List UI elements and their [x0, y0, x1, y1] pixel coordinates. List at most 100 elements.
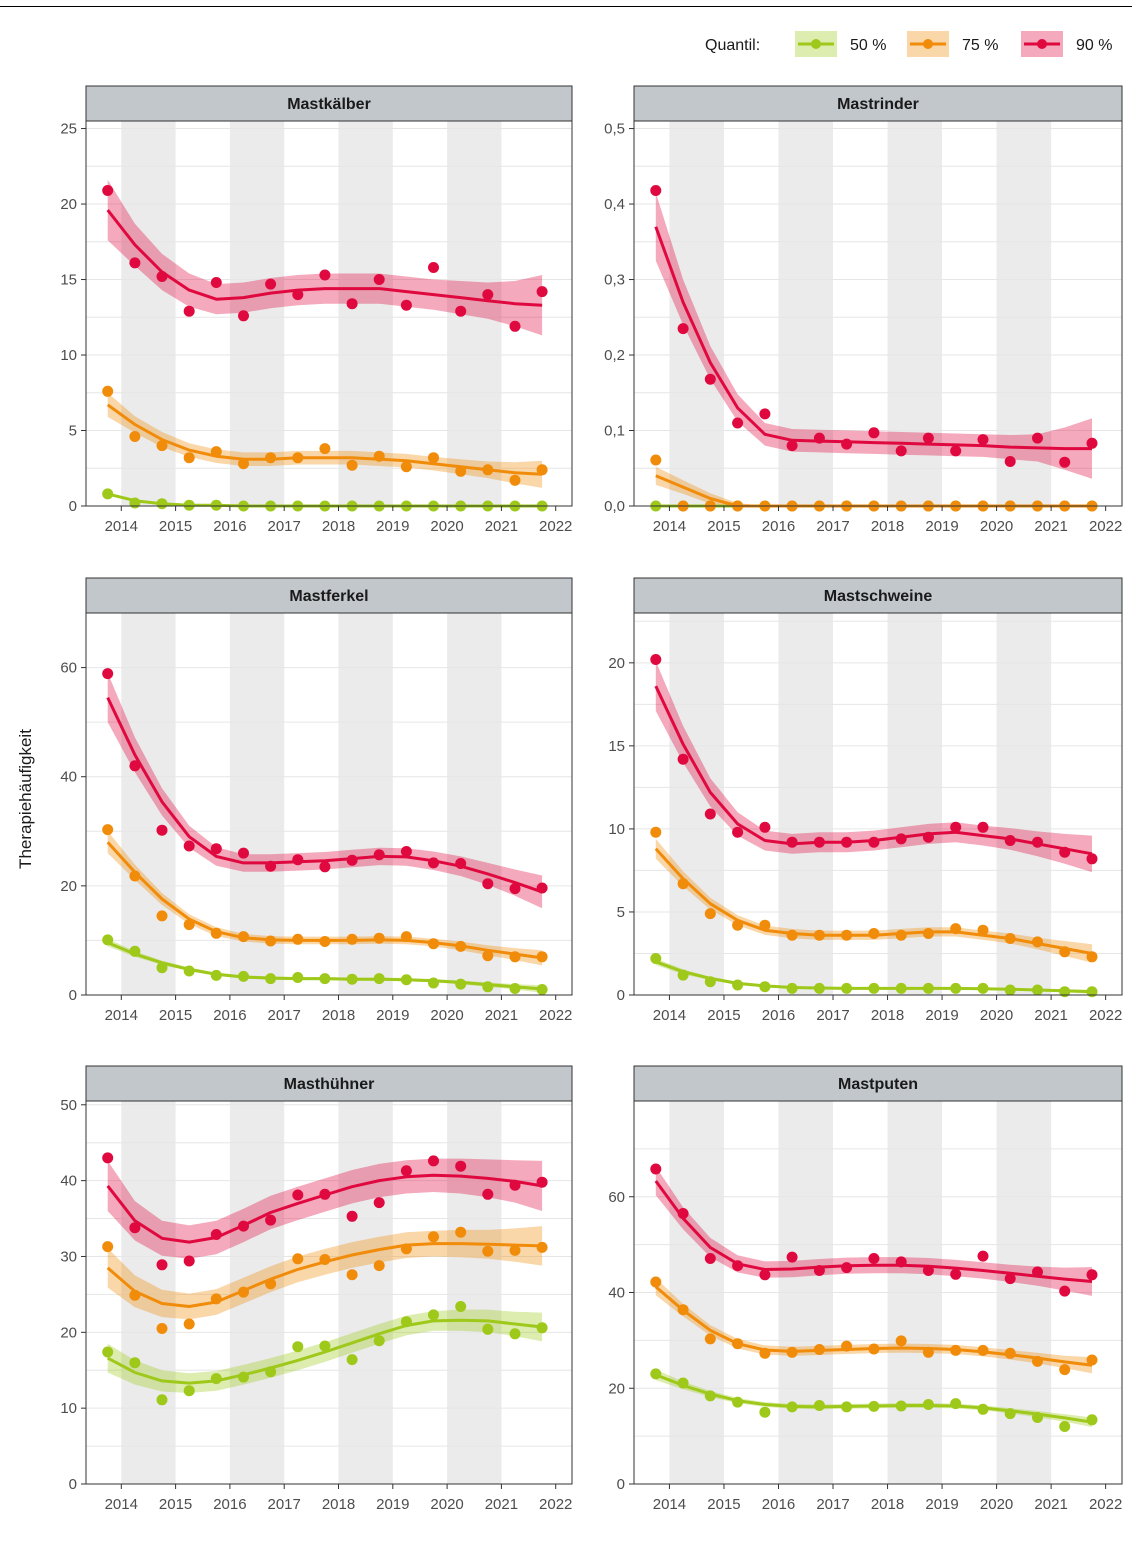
data-point-q90 — [129, 1222, 141, 1234]
y-tick-label: 0,5 — [604, 121, 625, 138]
data-point-q50 — [895, 1400, 907, 1412]
data-point-q90 — [650, 1163, 662, 1175]
data-point-q90 — [536, 882, 548, 894]
data-point-q75 — [895, 929, 907, 941]
data-point-q90 — [292, 1189, 304, 1201]
data-point-q50 — [455, 978, 467, 990]
data-point-q75 — [319, 936, 331, 947]
data-point-q50 — [129, 497, 141, 509]
x-tick-label: 2022 — [1089, 1496, 1122, 1513]
trend-line-q90 — [106, 696, 543, 894]
legend: Quantil: 50 % 75 % 90 % — [705, 31, 1112, 57]
data-point-q90 — [1059, 1285, 1071, 1297]
x-tick-label: 2014 — [653, 1007, 686, 1024]
data-point-q90 — [509, 883, 521, 895]
data-point-q75 — [482, 1245, 494, 1257]
data-point-q90 — [759, 408, 771, 420]
data-point-q90 — [977, 434, 989, 446]
panel-border — [85, 612, 573, 996]
data-point-q90 — [732, 826, 744, 838]
data-point-q90 — [509, 320, 521, 332]
data-point-q75 — [786, 929, 798, 941]
x-tick-label: 2014 — [653, 518, 686, 535]
x-tick-label: 2019 — [925, 1007, 958, 1024]
data-point-q75 — [455, 1226, 467, 1238]
y-tick-label: 15 — [60, 272, 77, 289]
data-point-q50 — [400, 974, 412, 986]
x-tick-label: 2018 — [871, 518, 904, 535]
data-point-q75 — [868, 928, 880, 939]
data-point-q50 — [813, 1400, 825, 1411]
data-point-q75 — [950, 1344, 962, 1356]
data-point-q90 — [183, 1255, 195, 1267]
data-point-q90 — [977, 1250, 989, 1262]
x-tick-label: 2017 — [268, 1007, 301, 1024]
data-point-q75 — [400, 1243, 412, 1255]
data-point-q90 — [346, 298, 358, 310]
data-point-q90 — [183, 840, 195, 852]
x-tick-label: 2020 — [430, 1007, 463, 1024]
legend-dot-q50 — [811, 39, 821, 49]
data-point-q75 — [346, 1269, 358, 1281]
x-tick-label: 2016 — [213, 1496, 246, 1513]
data-point-q50 — [677, 1377, 689, 1389]
data-point-q75 — [319, 1254, 331, 1265]
data-point-q90 — [650, 185, 662, 196]
y-tick-label: 40 — [608, 1285, 625, 1302]
data-point-q90 — [732, 417, 744, 429]
data-point-q50 — [183, 499, 195, 511]
x-tick-label: 2019 — [376, 1496, 409, 1513]
data-point-q50 — [895, 982, 907, 994]
data-point-q50 — [950, 1398, 962, 1410]
trend-line-q90 — [106, 209, 543, 307]
panel-title: Mastschweine — [824, 588, 933, 605]
data-point-q75 — [238, 1286, 249, 1298]
data-point-q90 — [650, 654, 662, 665]
data-point-q90 — [950, 1268, 962, 1280]
year-band — [121, 613, 176, 995]
data-point-q50 — [183, 1385, 195, 1397]
panel-border — [85, 120, 573, 507]
data-point-q50 — [536, 984, 548, 995]
data-point-q90 — [238, 847, 249, 859]
data-point-q90 — [922, 831, 934, 843]
data-point-q50 — [428, 977, 439, 989]
data-point-q90 — [346, 854, 358, 866]
y-tick-label: 5 — [617, 904, 625, 921]
x-tick-label: 2021 — [1034, 1007, 1067, 1024]
panel-title: Mastputen — [838, 1076, 918, 1093]
data-point-q90 — [841, 836, 853, 848]
data-point-q75 — [455, 465, 467, 477]
data-point-q75 — [292, 1253, 304, 1265]
trend-line-q90 — [654, 1180, 1093, 1283]
data-point-q90 — [183, 305, 195, 317]
data-point-q90 — [319, 269, 331, 281]
data-point-q50 — [732, 979, 744, 991]
strip-bg — [85, 85, 573, 122]
data-point-q75 — [759, 1347, 771, 1359]
x-tick-label: 2019 — [925, 1496, 958, 1513]
y-tick-label: 20 — [60, 196, 77, 213]
legend-title: Quantil: — [705, 37, 760, 54]
x-tick-label: 2020 — [980, 1007, 1013, 1024]
data-point-q75 — [841, 1340, 853, 1352]
legend-item-q50: 50 % — [795, 31, 886, 57]
data-point-q90 — [156, 824, 168, 836]
x-tick-label: 2015 — [159, 1007, 192, 1024]
data-point-q90 — [732, 1260, 744, 1272]
x-tick-label: 2019 — [925, 518, 958, 535]
x-tick-label: 2021 — [1034, 518, 1067, 535]
data-point-q75 — [650, 1276, 662, 1288]
data-point-q90 — [210, 277, 222, 288]
x-tick-label: 2015 — [159, 518, 192, 535]
x-tick-label: 2022 — [1089, 1007, 1122, 1024]
data-point-q90 — [895, 1256, 907, 1268]
confidence-band-q90 — [107, 179, 543, 336]
data-point-q50 — [650, 1368, 662, 1380]
data-point-q90 — [1032, 836, 1043, 848]
data-point-q50 — [265, 1366, 277, 1378]
data-point-q90 — [102, 185, 114, 196]
x-tick-label: 2015 — [707, 1007, 740, 1024]
data-point-q75 — [428, 452, 439, 464]
